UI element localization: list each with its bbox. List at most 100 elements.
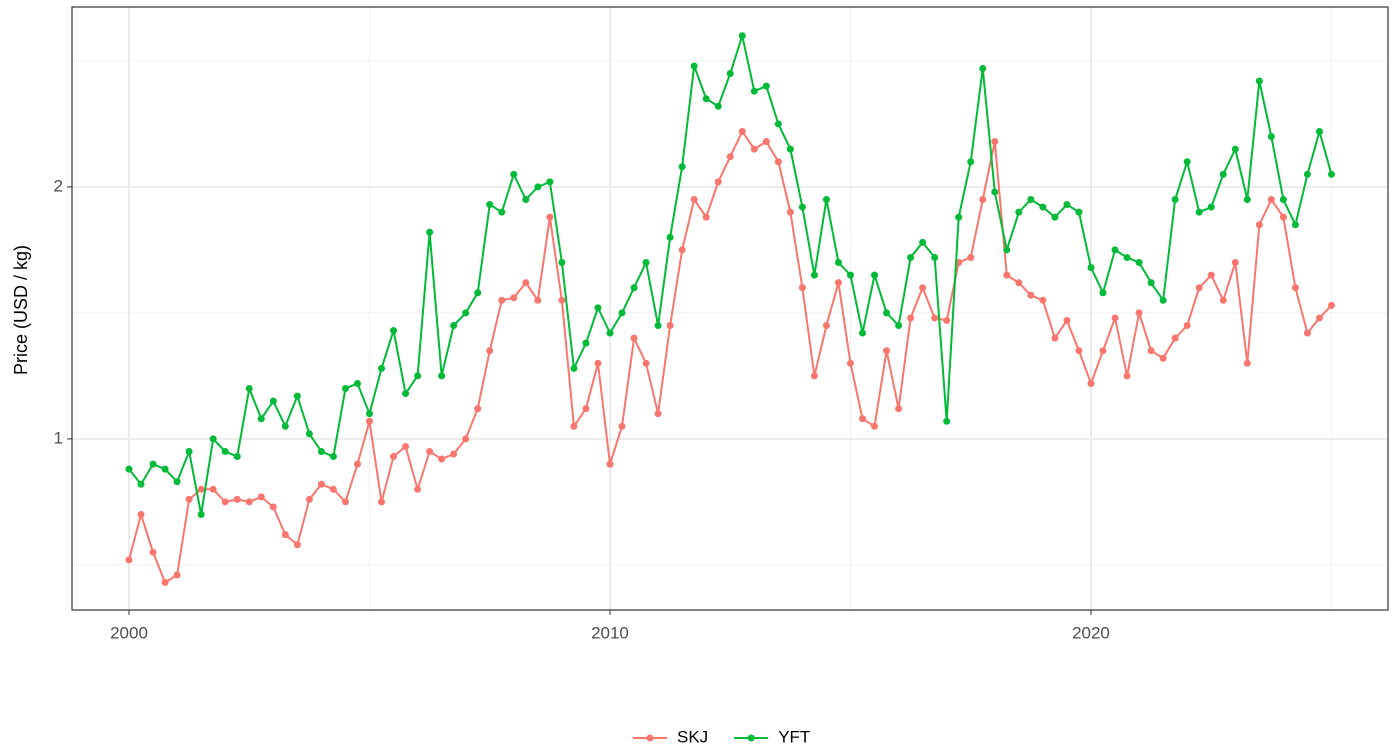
y-axis-title: Price (USD / kg): [11, 245, 31, 375]
data-point: [486, 347, 494, 355]
data-point: [233, 495, 241, 503]
data-point: [774, 158, 782, 166]
data-point: [846, 271, 854, 279]
data-point: [486, 201, 494, 209]
data-point: [305, 495, 313, 503]
data-point: [1231, 145, 1239, 153]
data-point: [1195, 284, 1203, 292]
x-tick-label: 2000: [110, 623, 148, 642]
data-point: [245, 385, 253, 393]
data-point: [1039, 296, 1047, 304]
data-point: [414, 372, 422, 380]
data-point: [919, 238, 927, 246]
data-point: [378, 364, 386, 372]
data-point: [570, 422, 578, 430]
data-point: [1207, 203, 1215, 211]
data-point: [1267, 133, 1275, 141]
data-point: [1327, 170, 1335, 178]
data-point: [883, 347, 891, 355]
data-point: [810, 372, 818, 380]
data-point: [690, 62, 698, 70]
data-point: [149, 460, 157, 468]
data-point: [1195, 208, 1203, 216]
data-point: [871, 422, 879, 430]
data-point: [498, 296, 506, 304]
data-point: [293, 541, 301, 549]
data-point: [1123, 253, 1131, 261]
data-point: [329, 485, 337, 493]
data-point: [726, 70, 734, 78]
legend-label: SKJ: [677, 727, 708, 746]
data-point: [185, 448, 193, 456]
data-point: [678, 163, 686, 171]
data-point: [1159, 296, 1167, 304]
data-point: [1231, 259, 1239, 267]
data-point: [534, 183, 542, 191]
data-point: [546, 213, 554, 221]
data-point: [750, 87, 758, 95]
data-point: [281, 422, 289, 430]
data-point: [414, 485, 422, 493]
series-line: [128, 31, 1333, 515]
data-point: [979, 196, 987, 204]
data-point: [955, 213, 963, 221]
data-point: [762, 138, 770, 146]
data-point: [967, 158, 975, 166]
legend-key-point: [747, 734, 755, 742]
data-point: [185, 495, 193, 503]
data-point: [474, 405, 482, 413]
data-point: [834, 279, 842, 287]
data-point: [871, 271, 879, 279]
data-point: [967, 253, 975, 261]
data-point: [1135, 309, 1143, 317]
data-point: [1087, 264, 1095, 272]
data-point: [1183, 322, 1191, 330]
data-point: [1327, 301, 1335, 309]
data-point: [522, 196, 530, 204]
data-point: [221, 448, 229, 456]
data-point: [991, 188, 999, 196]
data-point: [522, 279, 530, 287]
data-point: [1051, 213, 1059, 221]
data-point: [1111, 246, 1119, 254]
data-point: [1003, 271, 1011, 279]
data-point: [365, 410, 373, 418]
data-point: [919, 284, 927, 292]
data-point: [462, 309, 470, 317]
data-point: [1015, 279, 1023, 287]
data-point: [630, 334, 638, 342]
y-tick-label: 1: [54, 428, 63, 447]
data-point: [474, 289, 482, 297]
data-point: [798, 284, 806, 292]
data-point: [582, 405, 590, 413]
data-point: [137, 480, 145, 488]
data-point: [546, 178, 554, 186]
data-point: [257, 493, 265, 501]
data-point: [353, 460, 361, 468]
data-point: [642, 359, 650, 367]
data-point: [774, 120, 782, 128]
data-point: [1291, 221, 1299, 229]
data-point: [786, 208, 794, 216]
data-point: [822, 322, 830, 330]
data-point: [943, 417, 951, 425]
data-point: [1159, 354, 1167, 362]
series-line: [128, 129, 1333, 585]
data-point: [654, 322, 662, 330]
data-point: [594, 304, 602, 312]
data-point: [558, 259, 566, 267]
data-point: [846, 359, 854, 367]
data-point: [1027, 196, 1035, 204]
data-point: [1315, 314, 1323, 322]
data-point: [618, 309, 626, 317]
data-point: [859, 329, 867, 337]
data-point: [365, 417, 373, 425]
data-point: [606, 329, 614, 337]
data-point: [161, 579, 169, 587]
data-point: [137, 510, 145, 518]
data-point: [702, 213, 710, 221]
data-point: [125, 465, 133, 473]
data-point: [606, 460, 614, 468]
data-point: [822, 196, 830, 204]
data-point: [390, 453, 398, 461]
